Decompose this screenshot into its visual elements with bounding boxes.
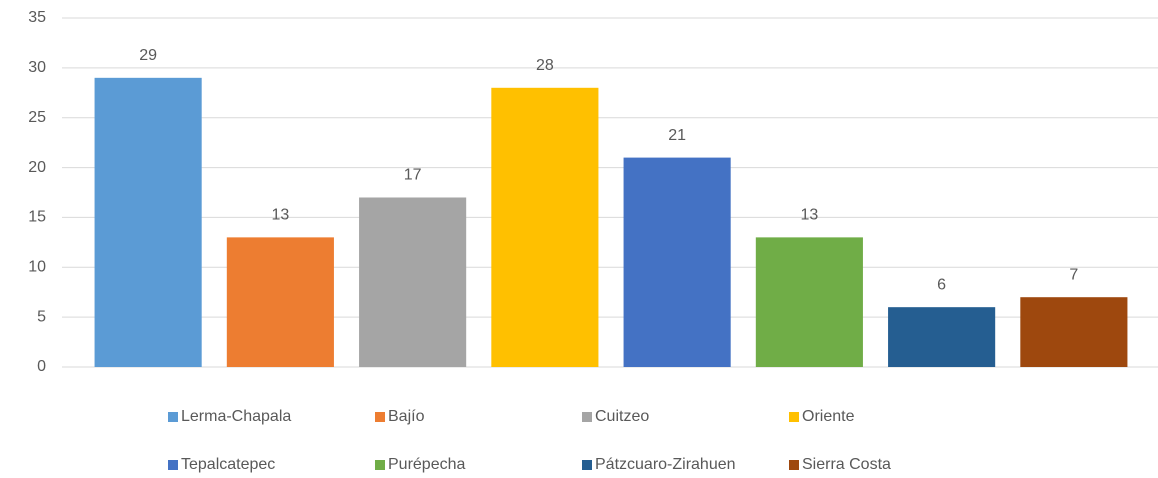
legend-label: Purépecha (388, 456, 465, 473)
legend-label: Cuitzeo (595, 408, 649, 425)
y-tick-label: 10 (28, 259, 46, 276)
legend-swatch (168, 412, 178, 422)
y-tick-label: 30 (28, 59, 46, 76)
bar (94, 77, 202, 367)
legend-label: Tepalcatepec (181, 456, 275, 473)
legend-swatch (582, 460, 592, 470)
legend-swatch (375, 412, 385, 422)
bar (623, 157, 731, 367)
bar (888, 307, 996, 367)
data-label: 17 (404, 167, 422, 184)
legend-swatch (582, 412, 592, 422)
legend-label: Pátzcuaro-Zirahuen (595, 456, 736, 473)
y-tick-label: 25 (28, 109, 46, 126)
legend-swatch (789, 412, 799, 422)
y-tick-label: 5 (37, 308, 46, 325)
data-label: 13 (271, 207, 289, 224)
bar (491, 87, 599, 368)
legend-swatch (168, 460, 178, 470)
data-label: 13 (800, 207, 818, 224)
data-label: 21 (668, 127, 686, 144)
bar (226, 237, 334, 367)
data-label: 7 (1069, 266, 1078, 283)
legend-label: Bajío (388, 408, 425, 425)
legend-swatch (789, 460, 799, 470)
y-tick-label: 35 (28, 9, 46, 26)
legend-label: Lerma-Chapala (181, 408, 291, 425)
bar (1020, 297, 1128, 367)
data-label: 6 (937, 276, 946, 293)
legend-label: Sierra Costa (802, 456, 891, 473)
y-tick-label: 0 (37, 358, 46, 375)
legend-swatch (375, 460, 385, 470)
bar (359, 197, 467, 367)
data-label: 28 (536, 57, 554, 74)
bar (755, 237, 863, 367)
data-label: 29 (139, 47, 157, 64)
y-tick-label: 20 (28, 159, 46, 176)
legend-label: Oriente (802, 408, 855, 425)
y-tick-label: 15 (28, 209, 46, 226)
